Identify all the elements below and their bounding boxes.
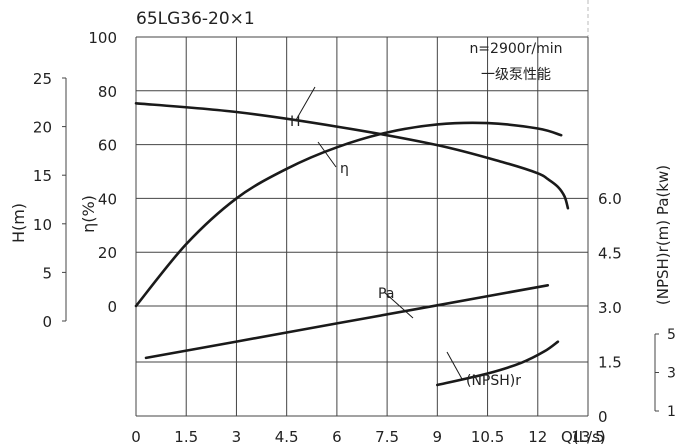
npsh-tick-label: 1 — [667, 404, 676, 420]
series-label: η — [340, 161, 349, 177]
h-tick-label: 15 — [33, 167, 52, 185]
eta-tick-label: 100 — [88, 29, 117, 47]
x-tick-label: 0 — [131, 428, 141, 446]
h-tick-label: 0 — [42, 313, 52, 331]
eta-tick-label: 0 — [107, 298, 117, 316]
h-axis-label: H(m) — [9, 203, 28, 243]
npsh-tick-label: 3 — [667, 366, 676, 382]
eta-tick-label: 60 — [98, 137, 117, 155]
annotation-line: n=2900r/min — [469, 41, 562, 57]
x-tick-label: 12 — [528, 428, 547, 446]
eta-tick-label: 80 — [98, 83, 117, 101]
x-tick-label: 3 — [232, 428, 242, 446]
series-leader-line — [383, 291, 414, 319]
series-label: (NPSH)r — [466, 373, 521, 389]
series-leader-line — [446, 351, 463, 380]
npsh-curve — [436, 340, 560, 387]
x-tick-label: 1.5 — [174, 428, 198, 446]
pa-tick-label: 6.0 — [598, 190, 622, 208]
eta-curve — [134, 121, 563, 308]
pa-curve — [144, 284, 550, 360]
eta-axis-label: η(%) — [79, 195, 98, 233]
h-curve — [134, 102, 570, 210]
x-tick-label: 4.5 — [275, 428, 299, 446]
pa-tick-label: 0 — [598, 408, 608, 426]
right-axis-label: (NPSH)r(m) Pa(kw) — [654, 165, 672, 305]
pa-tick-label: 1.5 — [598, 354, 622, 372]
series-leader-line — [295, 86, 316, 121]
h-tick-label: 25 — [33, 70, 52, 88]
eta-tick-label: 40 — [98, 190, 117, 208]
h-tick-label: 20 — [33, 119, 52, 137]
eta-tick-label: 20 — [98, 244, 117, 262]
npsh-tick-label: 5 — [667, 327, 676, 343]
series-label: H — [290, 114, 301, 130]
tick-labels: 0 1.5 3 4.5 6 7.5 9 10.5 12 13.510080604020025201… — [33, 29, 676, 446]
series-label: Pa — [378, 286, 394, 302]
curves — [134, 86, 570, 387]
series-leader-line — [317, 141, 337, 168]
grid — [62, 0, 659, 417]
chart-title: 65LG36-20×1 — [136, 9, 255, 29]
h-tick-label: 10 — [33, 216, 52, 234]
annotation-line: 一级泵性能 — [481, 67, 551, 83]
x-tick-label: 9 — [433, 428, 443, 446]
x-tick-label: 6 — [332, 428, 342, 446]
x-tick-label: 10.5 — [471, 428, 504, 446]
x-tick-label: 13.5 — [571, 428, 604, 446]
h-tick-label: 5 — [42, 264, 52, 282]
pa-tick-label: 3.0 — [598, 299, 622, 317]
pa-tick-label: 4.5 — [598, 245, 622, 263]
x-tick-label: 7.5 — [375, 428, 399, 446]
text-labels: Q(L/s) H(m) η(%) (NPSH)r(m) Pa(kw) 65LG36-20… — [9, 9, 672, 446]
x-axis-label: Q(L/s) — [561, 428, 606, 446]
